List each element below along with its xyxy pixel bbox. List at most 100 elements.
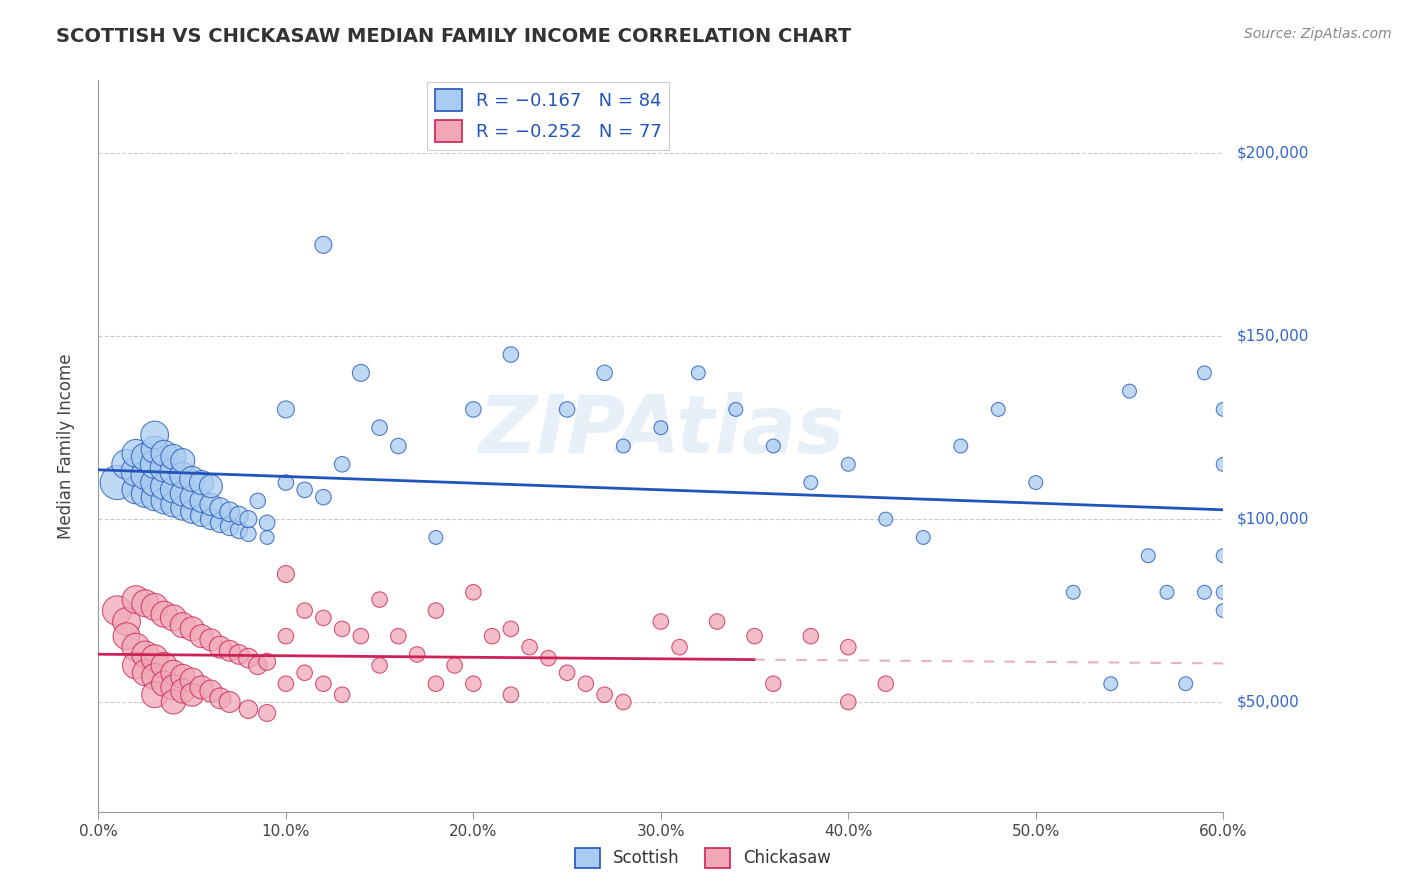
Point xyxy=(115,457,138,471)
Point xyxy=(555,665,578,680)
Point xyxy=(800,629,823,643)
Point xyxy=(1212,585,1234,599)
Legend: Scottish, Chickasaw: Scottish, Chickasaw xyxy=(568,841,838,875)
Point xyxy=(162,681,184,695)
Point xyxy=(1212,402,1234,417)
Point xyxy=(425,676,447,690)
Point xyxy=(143,669,166,683)
Point xyxy=(987,402,1010,417)
Point xyxy=(312,676,335,690)
Point xyxy=(650,420,672,434)
Point xyxy=(762,676,785,690)
Point xyxy=(181,505,204,519)
Point xyxy=(134,648,156,662)
Point xyxy=(153,479,176,493)
Point xyxy=(443,658,465,673)
Point xyxy=(125,446,148,460)
Point xyxy=(274,567,297,582)
Point xyxy=(172,501,194,516)
Point xyxy=(162,611,184,625)
Legend: R = −0.167   N = 84, R = −0.252   N = 77: R = −0.167 N = 84, R = −0.252 N = 77 xyxy=(427,82,669,150)
Point xyxy=(172,453,194,467)
Point xyxy=(153,446,176,460)
Point xyxy=(153,607,176,622)
Point xyxy=(172,669,194,683)
Text: ZIPAtlas: ZIPAtlas xyxy=(478,392,844,470)
Point xyxy=(555,402,578,417)
Point xyxy=(519,640,541,655)
Point xyxy=(274,475,297,490)
Point xyxy=(425,530,447,544)
Point xyxy=(162,483,184,497)
Point xyxy=(209,640,232,655)
Point xyxy=(294,483,316,497)
Text: $200,000: $200,000 xyxy=(1237,146,1309,161)
Point xyxy=(162,665,184,680)
Point xyxy=(1212,603,1234,617)
Point xyxy=(172,486,194,500)
Point xyxy=(330,688,353,702)
Point xyxy=(181,688,204,702)
Point xyxy=(200,498,222,512)
Point xyxy=(688,366,710,380)
Point xyxy=(190,681,212,695)
Text: $100,000: $100,000 xyxy=(1237,512,1309,526)
Point xyxy=(153,493,176,508)
Point xyxy=(238,526,260,541)
Point xyxy=(368,420,391,434)
Point xyxy=(481,629,503,643)
Point xyxy=(575,676,598,690)
Point xyxy=(218,695,240,709)
Point xyxy=(218,519,240,533)
Point xyxy=(425,603,447,617)
Point xyxy=(181,622,204,636)
Point xyxy=(800,475,823,490)
Point xyxy=(125,465,148,479)
Point xyxy=(875,512,897,526)
Point xyxy=(350,366,373,380)
Point xyxy=(294,665,316,680)
Point xyxy=(181,490,204,504)
Point xyxy=(200,684,222,698)
Point xyxy=(190,475,212,490)
Point xyxy=(172,618,194,632)
Text: SCOTTISH VS CHICKASAW MEDIAN FAMILY INCOME CORRELATION CHART: SCOTTISH VS CHICKASAW MEDIAN FAMILY INCO… xyxy=(56,27,852,45)
Point xyxy=(1212,549,1234,563)
Point xyxy=(143,428,166,442)
Point xyxy=(668,640,690,655)
Point xyxy=(875,676,897,690)
Point xyxy=(463,676,485,690)
Point xyxy=(312,490,335,504)
Point xyxy=(1137,549,1160,563)
Point xyxy=(837,695,859,709)
Point xyxy=(274,676,297,690)
Point xyxy=(134,596,156,610)
Point xyxy=(499,622,522,636)
Point xyxy=(200,632,222,647)
Point xyxy=(209,691,232,706)
Point xyxy=(200,512,222,526)
Point xyxy=(256,516,278,530)
Point xyxy=(200,479,222,493)
Point xyxy=(153,658,176,673)
Point xyxy=(593,366,616,380)
Point xyxy=(125,658,148,673)
Point xyxy=(1025,475,1047,490)
Point xyxy=(162,465,184,479)
Point xyxy=(368,592,391,607)
Point xyxy=(143,688,166,702)
Point xyxy=(143,457,166,471)
Point xyxy=(228,648,250,662)
Point xyxy=(724,402,747,417)
Point xyxy=(837,457,859,471)
Point xyxy=(1156,585,1178,599)
Point xyxy=(228,508,250,523)
Point xyxy=(463,585,485,599)
Point xyxy=(115,629,138,643)
Point xyxy=(218,505,240,519)
Point xyxy=(312,237,335,252)
Point xyxy=(387,629,409,643)
Point xyxy=(368,658,391,673)
Point xyxy=(172,468,194,483)
Point xyxy=(706,615,728,629)
